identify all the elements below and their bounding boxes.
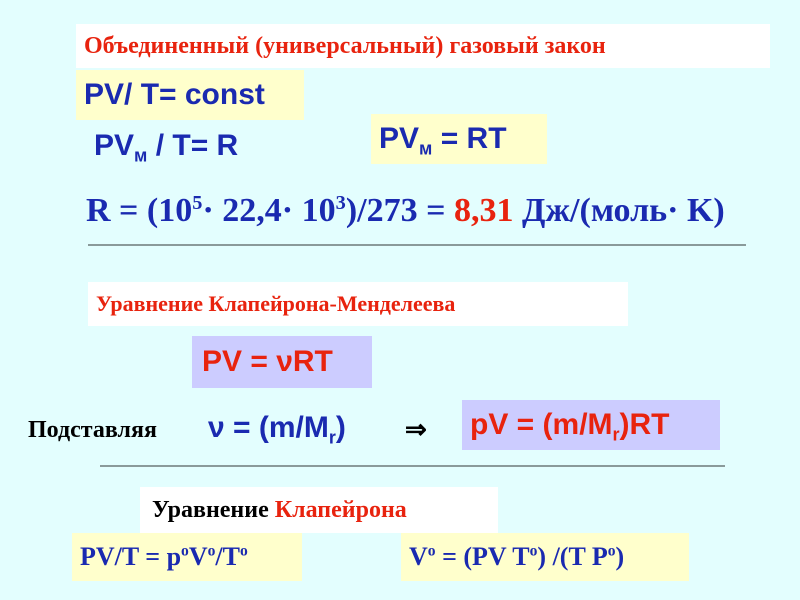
gas-constant-value: 8,31 xyxy=(454,192,514,229)
slide-title: Объединенный (универсальный) газовый зак… xyxy=(76,24,770,68)
subscript: м xyxy=(419,138,433,159)
formula-clapeyron: PV/T = poVo/To xyxy=(72,533,302,581)
section-clapeyron-mendeleev: Уравнение Клапейрона-Менделеева xyxy=(88,282,628,326)
text: R = (10 xyxy=(86,192,193,229)
text: / T= R xyxy=(147,129,239,162)
divider xyxy=(100,465,725,467)
formula-pv-t-const: PV/ T= const xyxy=(76,70,304,120)
superscript: o xyxy=(207,542,216,560)
text: ) /(T P xyxy=(537,542,608,571)
text: pV = (m/M xyxy=(470,408,613,441)
subscript: м xyxy=(134,145,148,166)
implies-arrow: ⇒ xyxy=(405,415,427,444)
formula-pv-m-mr-rt: pV = (m/Mr)RT xyxy=(462,400,720,450)
text: V xyxy=(188,542,208,571)
superscript: 3 xyxy=(335,191,346,214)
text: Уравнение xyxy=(152,497,275,523)
subscript: r xyxy=(612,424,620,445)
section-clapeyron: Уравнение Клапейрона xyxy=(140,487,498,533)
text: )RT xyxy=(619,408,670,441)
formula-pvm-rt: PVм = RT xyxy=(371,114,547,164)
superscript: o xyxy=(181,542,189,560)
text: = RT xyxy=(432,122,507,155)
formula-pvm-t-r: PVм / T= R xyxy=(94,126,238,175)
formula-nu: ν = (m/Mr) xyxy=(208,406,346,459)
formula-r-value: R = (105· 22,4· 103)/273 = 8,31 Дж/(моль… xyxy=(86,186,725,236)
text: PV xyxy=(379,122,420,155)
superscript: o xyxy=(607,542,616,560)
superscript: o xyxy=(529,542,538,560)
substitute-label: Подставляя xyxy=(28,417,157,443)
text: · 22,4· 10 xyxy=(202,192,336,229)
text: PV xyxy=(94,129,135,162)
text: V xyxy=(409,542,428,571)
superscript: 5 xyxy=(192,191,203,214)
text: ν = (m/M xyxy=(208,411,329,444)
text: /T xyxy=(215,542,240,571)
superscript: o xyxy=(427,542,436,560)
subscript: r xyxy=(328,427,336,448)
formula-v0: Vo = (PV To) /(T Po) xyxy=(401,533,689,581)
text: Клапейрона xyxy=(274,497,407,523)
divider xyxy=(88,244,746,246)
text: ) xyxy=(615,542,625,571)
superscript: o xyxy=(239,542,248,560)
text: ) xyxy=(335,411,346,444)
text: PV/T = p xyxy=(80,542,182,571)
text: Дж/(моль· K) xyxy=(513,192,725,229)
formula-pv-nrt: PV = νRT xyxy=(192,336,372,388)
text: = (PV T xyxy=(435,542,530,571)
text: )/273 = xyxy=(345,192,454,229)
